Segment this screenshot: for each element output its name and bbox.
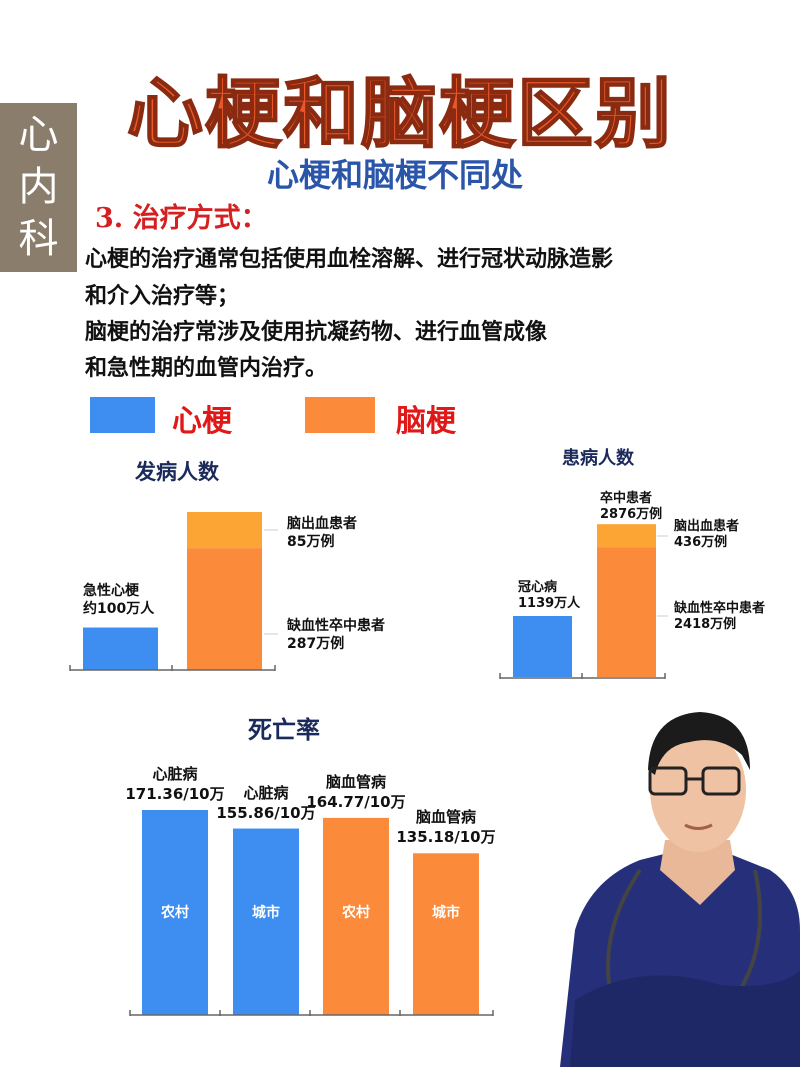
total-label: 卒中患者 2876万例 bbox=[600, 491, 663, 522]
bar-value-label: 脑血管病 135.18/10万 bbox=[396, 808, 496, 847]
legend-label: 心梗 bbox=[172, 404, 232, 439]
chart-title: 死亡率 bbox=[248, 716, 320, 744]
stacked-bar-segment bbox=[597, 524, 656, 548]
chart-title: 发病人数 bbox=[135, 460, 219, 484]
bar-label: 急性心梗 约100万人 bbox=[83, 583, 155, 617]
bar bbox=[83, 627, 158, 670]
chart-title: 患病人数 bbox=[562, 448, 634, 469]
subtitle: 心梗和脑梗不同处 bbox=[266, 156, 523, 194]
bar-inner-label: 农村 bbox=[341, 904, 370, 921]
segment-label: 缺血性卒中患者 287万例 bbox=[287, 618, 385, 652]
stacked-bar-segment bbox=[597, 547, 656, 677]
body-text-line: 和介入治疗等； bbox=[85, 283, 240, 309]
bar bbox=[513, 616, 572, 677]
body-text-line: 心梗的治疗通常包括使用血栓溶解、进行冠状动脉造影 bbox=[85, 246, 614, 272]
legend-label: 脑梗 bbox=[396, 404, 456, 439]
bar-label: 冠心病 1139万人 bbox=[518, 580, 581, 611]
bar-inner-label: 城市 bbox=[432, 904, 460, 921]
department-tab: 心内科 bbox=[0, 103, 77, 272]
body-text-line: 和急性期的血管内治疗。 bbox=[85, 355, 328, 381]
legend-swatch-orange bbox=[305, 397, 375, 433]
segment-label: 缺血性卒中患者 2418万例 bbox=[674, 601, 766, 632]
bar bbox=[413, 853, 479, 1015]
bar-value-label: 心脏病 171.36/10万 bbox=[125, 765, 225, 803]
bar-inner-label: 农村 bbox=[160, 904, 189, 921]
stacked-bar-segment bbox=[187, 548, 262, 670]
body-text-line: 脑梗的治疗常涉及使用抗凝药物、进行血管成像 bbox=[85, 319, 548, 345]
segment-label: 脑出血患者 85万例 bbox=[287, 516, 357, 550]
bar-inner-label: 城市 bbox=[252, 904, 280, 921]
segment-label: 脑出血患者 436万例 bbox=[674, 519, 740, 550]
bar-value-label: 脑血管病 164.77/10万 bbox=[306, 772, 406, 811]
legend-swatch-blue bbox=[90, 397, 155, 433]
page-title: 心梗和脑梗区别 bbox=[126, 68, 673, 159]
bar-value-label: 心脏病 155.86/10万 bbox=[216, 783, 316, 822]
bar bbox=[142, 810, 208, 1015]
stacked-bar-segment bbox=[187, 512, 262, 549]
bar bbox=[323, 817, 389, 1015]
department-label: 心内科 bbox=[18, 112, 59, 262]
bar bbox=[233, 828, 299, 1015]
section-heading: 3. 治疗方式： bbox=[95, 203, 268, 234]
